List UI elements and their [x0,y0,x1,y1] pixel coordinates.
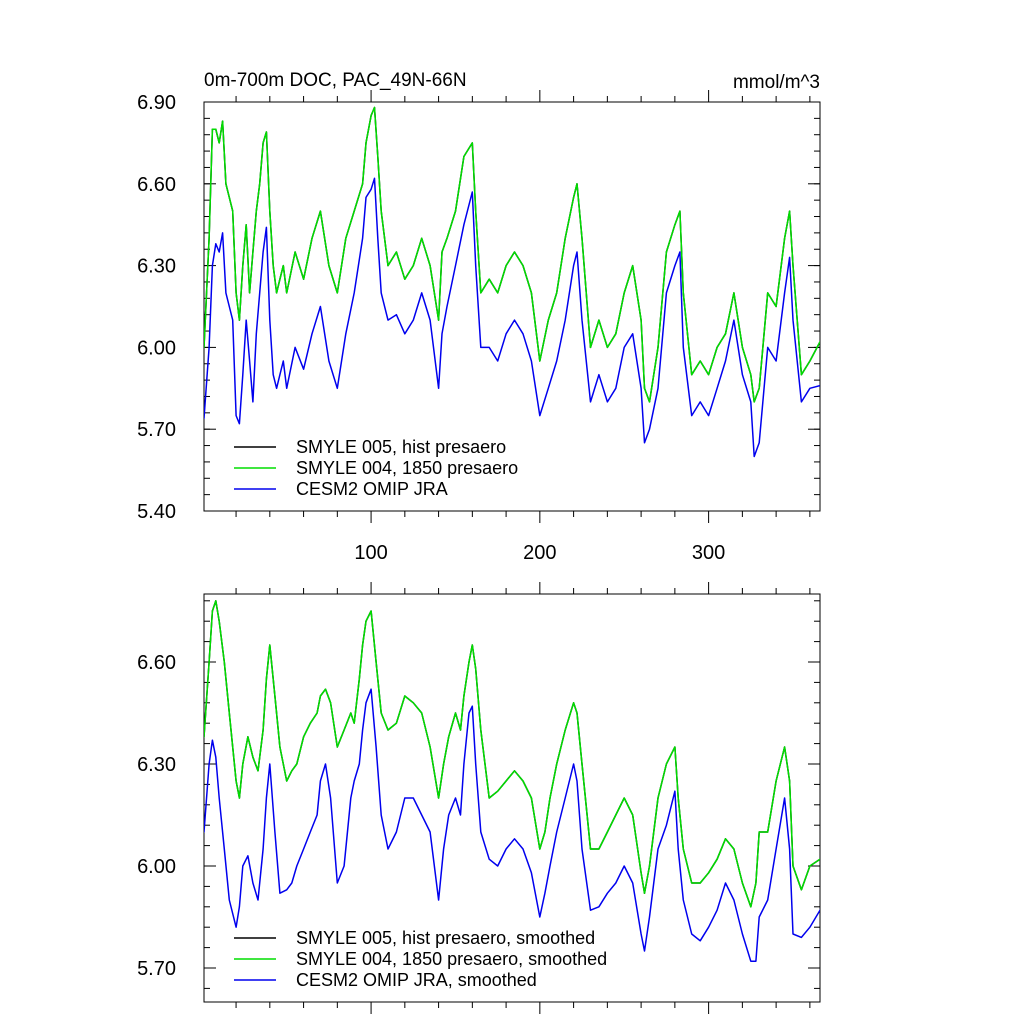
series-line-2 [204,106,820,403]
y-tick-label: 5.70 [137,958,176,980]
units-label: mmol/m^3 [733,72,820,93]
legend-label-1: SMYLE 005, hist presaero, smoothed [296,928,595,948]
y-tick-label: 6.60 [137,652,176,674]
series-line-2 [204,600,820,908]
legend-label-1: SMYLE 005, hist presaero [296,437,506,457]
x-tick-label: 300 [692,542,725,564]
series-line-3 [204,688,820,962]
y-tick-label: 5.70 [137,419,176,441]
y-tick-label: 6.30 [137,256,176,278]
top-panel: 5.40 5.70 6.00 6.30 6.60 6.90 100 200 300 SMYLE 0… [137,90,820,564]
top-plot-frame [203,101,821,512]
x-tick-label: 100 [354,542,387,564]
legend-label-3: CESM2 OMIP JRA [296,479,448,499]
series-line-3 [204,177,820,458]
x-tick-label: 200 [523,542,556,564]
legend-label-3: CESM2 OMIP JRA, smoothed [296,970,537,990]
y-tick-label: 6.90 [137,92,176,114]
bottom-plot-frame [203,593,821,1003]
series-line-1 [204,600,820,908]
y-tick-label: 5.40 [137,501,176,523]
legend-label-2: SMYLE 004, 1850 presaero [296,458,518,478]
legend-label-2: SMYLE 004, 1850 presaero, smoothed [296,949,607,969]
y-tick-label: 6.00 [137,856,176,878]
y-tick-label: 6.30 [137,754,176,776]
y-tick-label: 6.60 [137,174,176,196]
y-tick-label: 6.00 [137,337,176,359]
chart-title: 0m-700m DOC, PAC_49N-66N [204,70,467,91]
bottom-panel: 5.70 6.00 6.30 6.60 SMYLE 005, hist presaero… [137,582,820,1014]
